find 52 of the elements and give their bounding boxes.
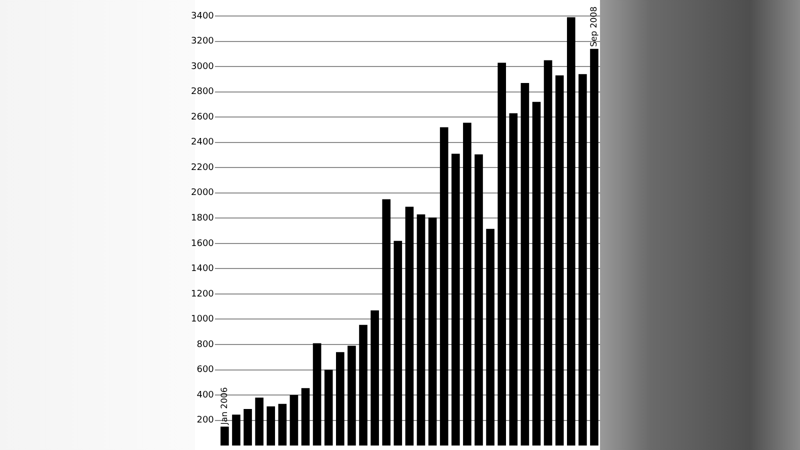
y-tick-label: 200 [196,416,214,426]
y-tick-label: 600 [196,365,214,376]
bar [532,102,541,446]
bar [451,154,460,446]
y-tick-label: 2200 [191,162,214,173]
y-tick-label: 2600 [191,112,214,122]
bar [301,388,310,446]
y-tick-label: 2800 [191,87,214,98]
y-tick-label: 3200 [191,36,214,47]
y-tick-label: 1600 [191,238,214,249]
bar [348,346,356,446]
bar [520,82,530,446]
bar [590,48,598,446]
bar [509,113,518,446]
bar [312,343,322,446]
y-tick-label: 1200 [191,289,214,300]
bar [498,62,506,446]
bar [555,75,564,446]
bar [232,414,240,446]
bar [255,398,264,446]
bar [544,60,552,446]
bar [486,228,494,446]
bar [324,370,333,446]
bar [474,154,483,446]
bar [428,218,437,446]
bar [359,324,368,446]
bar [382,199,391,446]
y-tick-label: 3000 [191,62,214,72]
y-tick-label: 3400 [191,11,214,22]
y-tick-label: 800 [196,340,214,350]
y-tick-label: 2400 [191,138,214,148]
bar [578,74,587,446]
bar [266,406,276,446]
bar [405,206,414,446]
bar [566,17,576,446]
bar [370,310,379,446]
bar [394,240,402,446]
y-tick-label: 2000 [191,188,214,198]
x-tick-label: Sep 2008 [589,6,600,47]
bar [244,408,252,446]
y-tick-label: 1800 [191,214,214,224]
bar [290,395,298,446]
bar [416,214,426,446]
y-tick-label: 1400 [191,264,214,274]
bar [440,127,448,446]
x-tick-label: Jan 2006 [220,387,230,426]
bar [278,404,287,446]
bar [463,122,472,446]
bar [336,352,344,446]
bar [220,426,229,446]
y-tick-label: 400 [196,390,214,400]
y-tick-label: 1000 [191,314,214,325]
